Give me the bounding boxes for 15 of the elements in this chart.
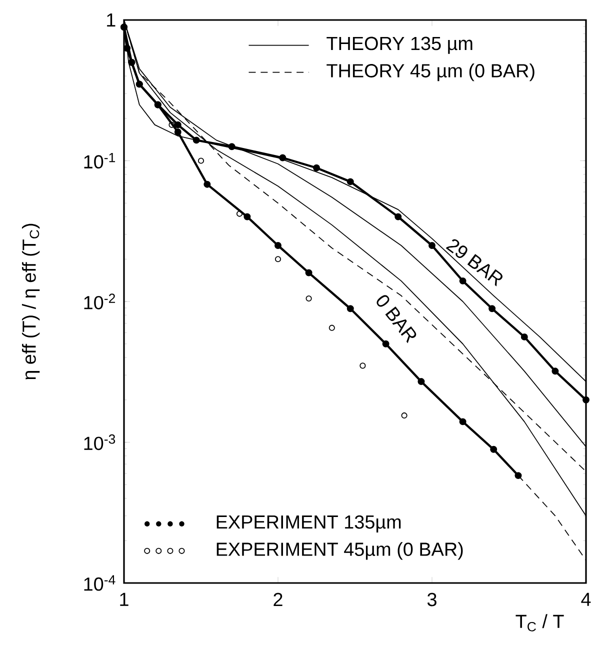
- x-tick-label: 2: [274, 592, 282, 606]
- x-tick-label: 4: [581, 592, 591, 606]
- legend-label: EXPERIMENT 135µm: [216, 515, 401, 532]
- y-axis-title: η eff (T) / η eff (T$_{C}$): [22, 224, 40, 380]
- legend-label: THEORY 45 µm (0 BAR): [326, 64, 534, 82]
- y-tick-label: 10$^{-2}$: [84, 294, 115, 310]
- y-tick-label: 10$^{-1}$: [84, 152, 116, 169]
- y-tick-label: 10$^{-4}$: [84, 575, 116, 591]
- x-tick-label: 3: [427, 592, 436, 606]
- x-tick-label: 1: [120, 592, 128, 606]
- legend-label: EXPERIMENT 45µm (0 BAR): [216, 542, 463, 560]
- y-tick-label: 10$^{-3}$: [84, 434, 116, 450]
- y-tick-label: 1: [107, 14, 116, 27]
- legend-label: THEORY 135 µm: [326, 36, 472, 54]
- x-axis-title: T$_{C}$ / T: [516, 614, 564, 632]
